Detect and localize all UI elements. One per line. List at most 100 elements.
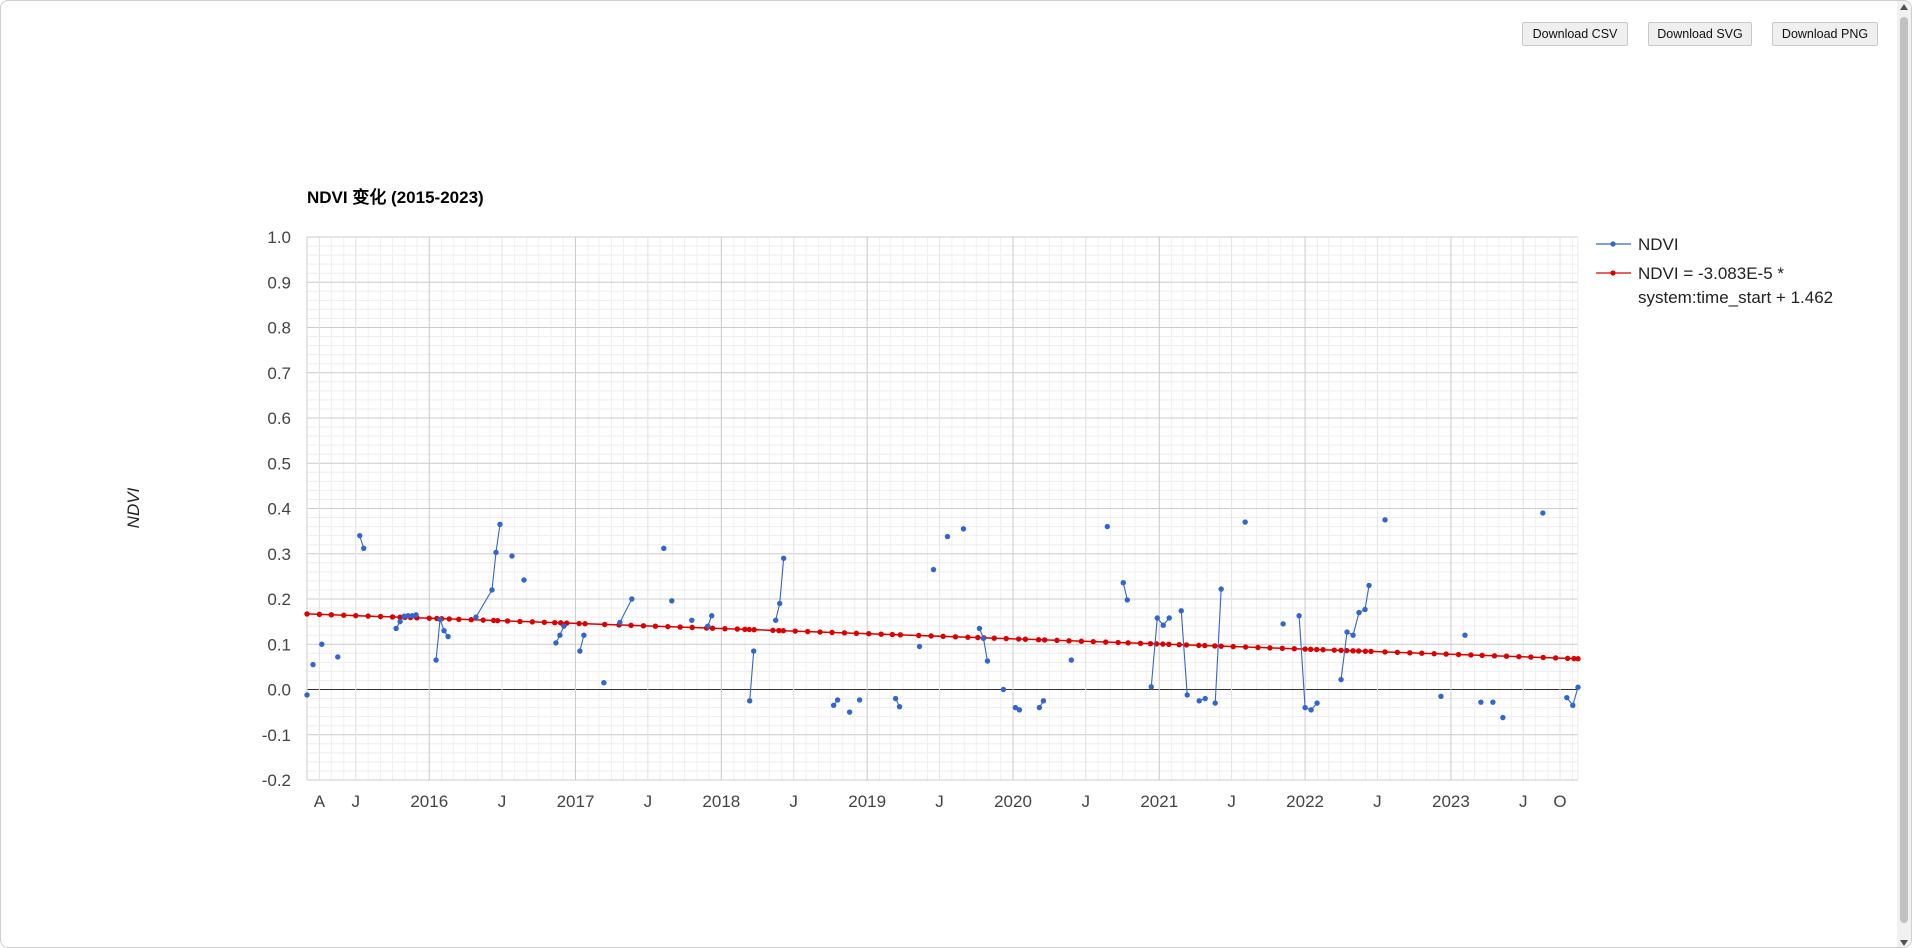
- trend-point: [928, 633, 934, 639]
- ndvi-point: [709, 613, 715, 619]
- x-tick-label: 2023: [1432, 792, 1470, 811]
- trend-point: [1302, 646, 1308, 652]
- trend-point: [529, 619, 536, 625]
- ndvi-point: [1362, 606, 1368, 613]
- ndvi-point: [772, 617, 779, 623]
- ndvi-point: [1068, 657, 1075, 663]
- ndvi-point: [1314, 700, 1320, 706]
- ndvi-point: [1212, 700, 1218, 706]
- ndvi-point: [960, 526, 967, 532]
- ndvi-point: [751, 648, 757, 654]
- ndvi-segment: [982, 638, 988, 662]
- ndvi-point: [577, 648, 583, 654]
- ndvi-point: [1016, 707, 1023, 713]
- trend-point: [1516, 653, 1522, 660]
- trend-point: [1202, 642, 1208, 649]
- trend-point: [1564, 655, 1571, 662]
- ndvi-point: [1036, 704, 1043, 711]
- ndvi-point: [1202, 695, 1208, 702]
- ndvi-point: [1500, 714, 1506, 721]
- y-tick-label: 0.7: [267, 364, 291, 383]
- trend-point: [1571, 655, 1577, 662]
- ndvi-point: [1338, 676, 1344, 683]
- trend-point: [1022, 636, 1029, 642]
- ndvi-point: [1218, 586, 1224, 592]
- trend-point: [456, 616, 462, 622]
- ndvi-point: [916, 643, 923, 650]
- trend-point: [1313, 646, 1320, 653]
- trend-point: [365, 613, 371, 619]
- ndvi-point: [705, 623, 711, 629]
- x-tick-label: J: [351, 792, 360, 811]
- x-tick-label: 2018: [702, 792, 740, 811]
- x-tick-label: 2020: [994, 792, 1032, 811]
- trend-point: [1394, 649, 1401, 656]
- trend-point: [468, 617, 474, 623]
- legend-trend-label-line2: system:time_start + 1.462: [1638, 288, 1833, 307]
- ndvi-segment: [1572, 687, 1579, 706]
- x-tick-label: A: [314, 792, 326, 811]
- trend-point: [490, 617, 497, 624]
- trend-point: [494, 617, 501, 624]
- ndvi-point: [1564, 694, 1570, 701]
- trend-point: [991, 635, 997, 641]
- ndvi-point: [944, 533, 951, 540]
- ndvi-point: [1344, 629, 1350, 635]
- ndvi-point: [521, 577, 527, 583]
- trend-point: [1431, 650, 1437, 657]
- vertical-scrollbar[interactable]: [1897, 1, 1911, 947]
- ndvi-point: [357, 532, 363, 539]
- trend-point: [1267, 645, 1273, 651]
- ndvi-segment: [495, 524, 501, 553]
- ndvi-point: [401, 613, 407, 619]
- scroll-up-arrow-icon[interactable]: [1900, 4, 1908, 10]
- trend-point: [1041, 637, 1048, 643]
- trend-point: [1368, 648, 1374, 655]
- trend-point: [353, 612, 359, 619]
- trend-point: [780, 628, 786, 634]
- ndvi-point: [553, 640, 559, 646]
- ndvi-segment: [1340, 631, 1348, 680]
- download-png-button[interactable]: Download PNG: [1772, 22, 1878, 46]
- ndvi-series: [304, 510, 1581, 721]
- ndvi-point: [980, 635, 987, 642]
- ndvi-point: [1242, 519, 1248, 525]
- ndvi-point: [335, 654, 341, 660]
- ndvi-point: [1366, 582, 1372, 589]
- trend-point: [734, 626, 741, 632]
- ndvi-point: [830, 702, 837, 709]
- trend-point: [975, 634, 981, 641]
- ndvi-point: [629, 596, 635, 602]
- ndvi-segment: [1352, 612, 1360, 636]
- trend-point: [1255, 644, 1261, 651]
- trend-point: [1103, 639, 1109, 645]
- ndvi-point: [361, 545, 367, 552]
- trend-point: [1307, 646, 1314, 653]
- grid: [306, 236, 1579, 781]
- trend-point: [817, 629, 823, 635]
- ndvi-point: [1154, 615, 1160, 621]
- y-tick-label: 0.4: [267, 500, 291, 519]
- ndvi-point: [1575, 684, 1581, 690]
- trend-point: [1137, 640, 1144, 647]
- trend-point: [1015, 636, 1022, 642]
- ndvi-point: [561, 623, 567, 629]
- ndvi-segment: [775, 603, 781, 621]
- trend-point: [1090, 638, 1097, 645]
- ndvi-point: [437, 616, 443, 623]
- trend-point: [601, 621, 608, 628]
- trend-point: [689, 624, 695, 631]
- ndvi-point: [319, 641, 325, 647]
- legend-trend-marker: [1610, 270, 1616, 276]
- trend-point: [804, 628, 811, 635]
- trend-point: [426, 615, 432, 621]
- download-svg-button[interactable]: Download SVG: [1648, 22, 1752, 46]
- trend-point: [1503, 653, 1510, 659]
- trend-point: [1355, 648, 1362, 654]
- ndvi-point: [896, 703, 903, 710]
- scrollbar-thumb[interactable]: [1900, 17, 1908, 923]
- scroll-down-arrow-icon[interactable]: [1900, 940, 1908, 946]
- trend-point: [746, 626, 753, 633]
- download-csv-button[interactable]: Download CSV: [1522, 22, 1628, 46]
- x-tick-label: J: [1519, 792, 1528, 811]
